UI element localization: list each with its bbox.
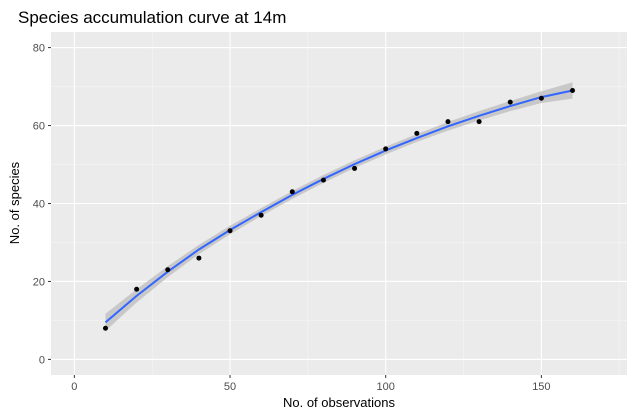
data-point — [570, 87, 576, 93]
data-points — [102, 87, 576, 331]
data-point — [445, 119, 451, 125]
data-point — [476, 119, 482, 125]
data-point — [165, 267, 171, 273]
y-axis-title: No. of species — [7, 161, 22, 244]
chart-title: Species accumulation curve at 14m — [18, 8, 286, 27]
data-point — [289, 189, 295, 195]
data-point — [134, 286, 140, 292]
data-point — [320, 177, 326, 183]
data-point — [102, 325, 108, 331]
major-gridlines — [51, 32, 627, 375]
data-point — [258, 212, 264, 218]
data-point — [227, 228, 233, 234]
x-tick-label: 50 — [224, 381, 236, 393]
x-tick-label: 150 — [532, 381, 550, 393]
data-point — [352, 165, 358, 171]
data-point — [383, 146, 389, 152]
y-axis-ticks: 0 20 40 60 80 — [33, 43, 51, 366]
x-tick-label: 0 — [71, 381, 77, 393]
y-tick-label: 0 — [39, 354, 45, 366]
x-axis-ticks: 0 50 100 150 — [71, 375, 551, 393]
data-point — [507, 99, 513, 105]
y-tick-label: 60 — [33, 121, 45, 133]
y-tick-label: 80 — [33, 43, 45, 55]
y-tick-label: 20 — [33, 276, 45, 288]
data-point — [414, 130, 420, 136]
x-tick-label: 100 — [377, 381, 395, 393]
x-axis-title: No. of observations — [283, 395, 396, 410]
y-tick-label: 40 — [33, 199, 45, 211]
data-point — [196, 255, 202, 261]
data-point — [538, 95, 544, 101]
smooth-fit-line — [104, 89, 573, 324]
